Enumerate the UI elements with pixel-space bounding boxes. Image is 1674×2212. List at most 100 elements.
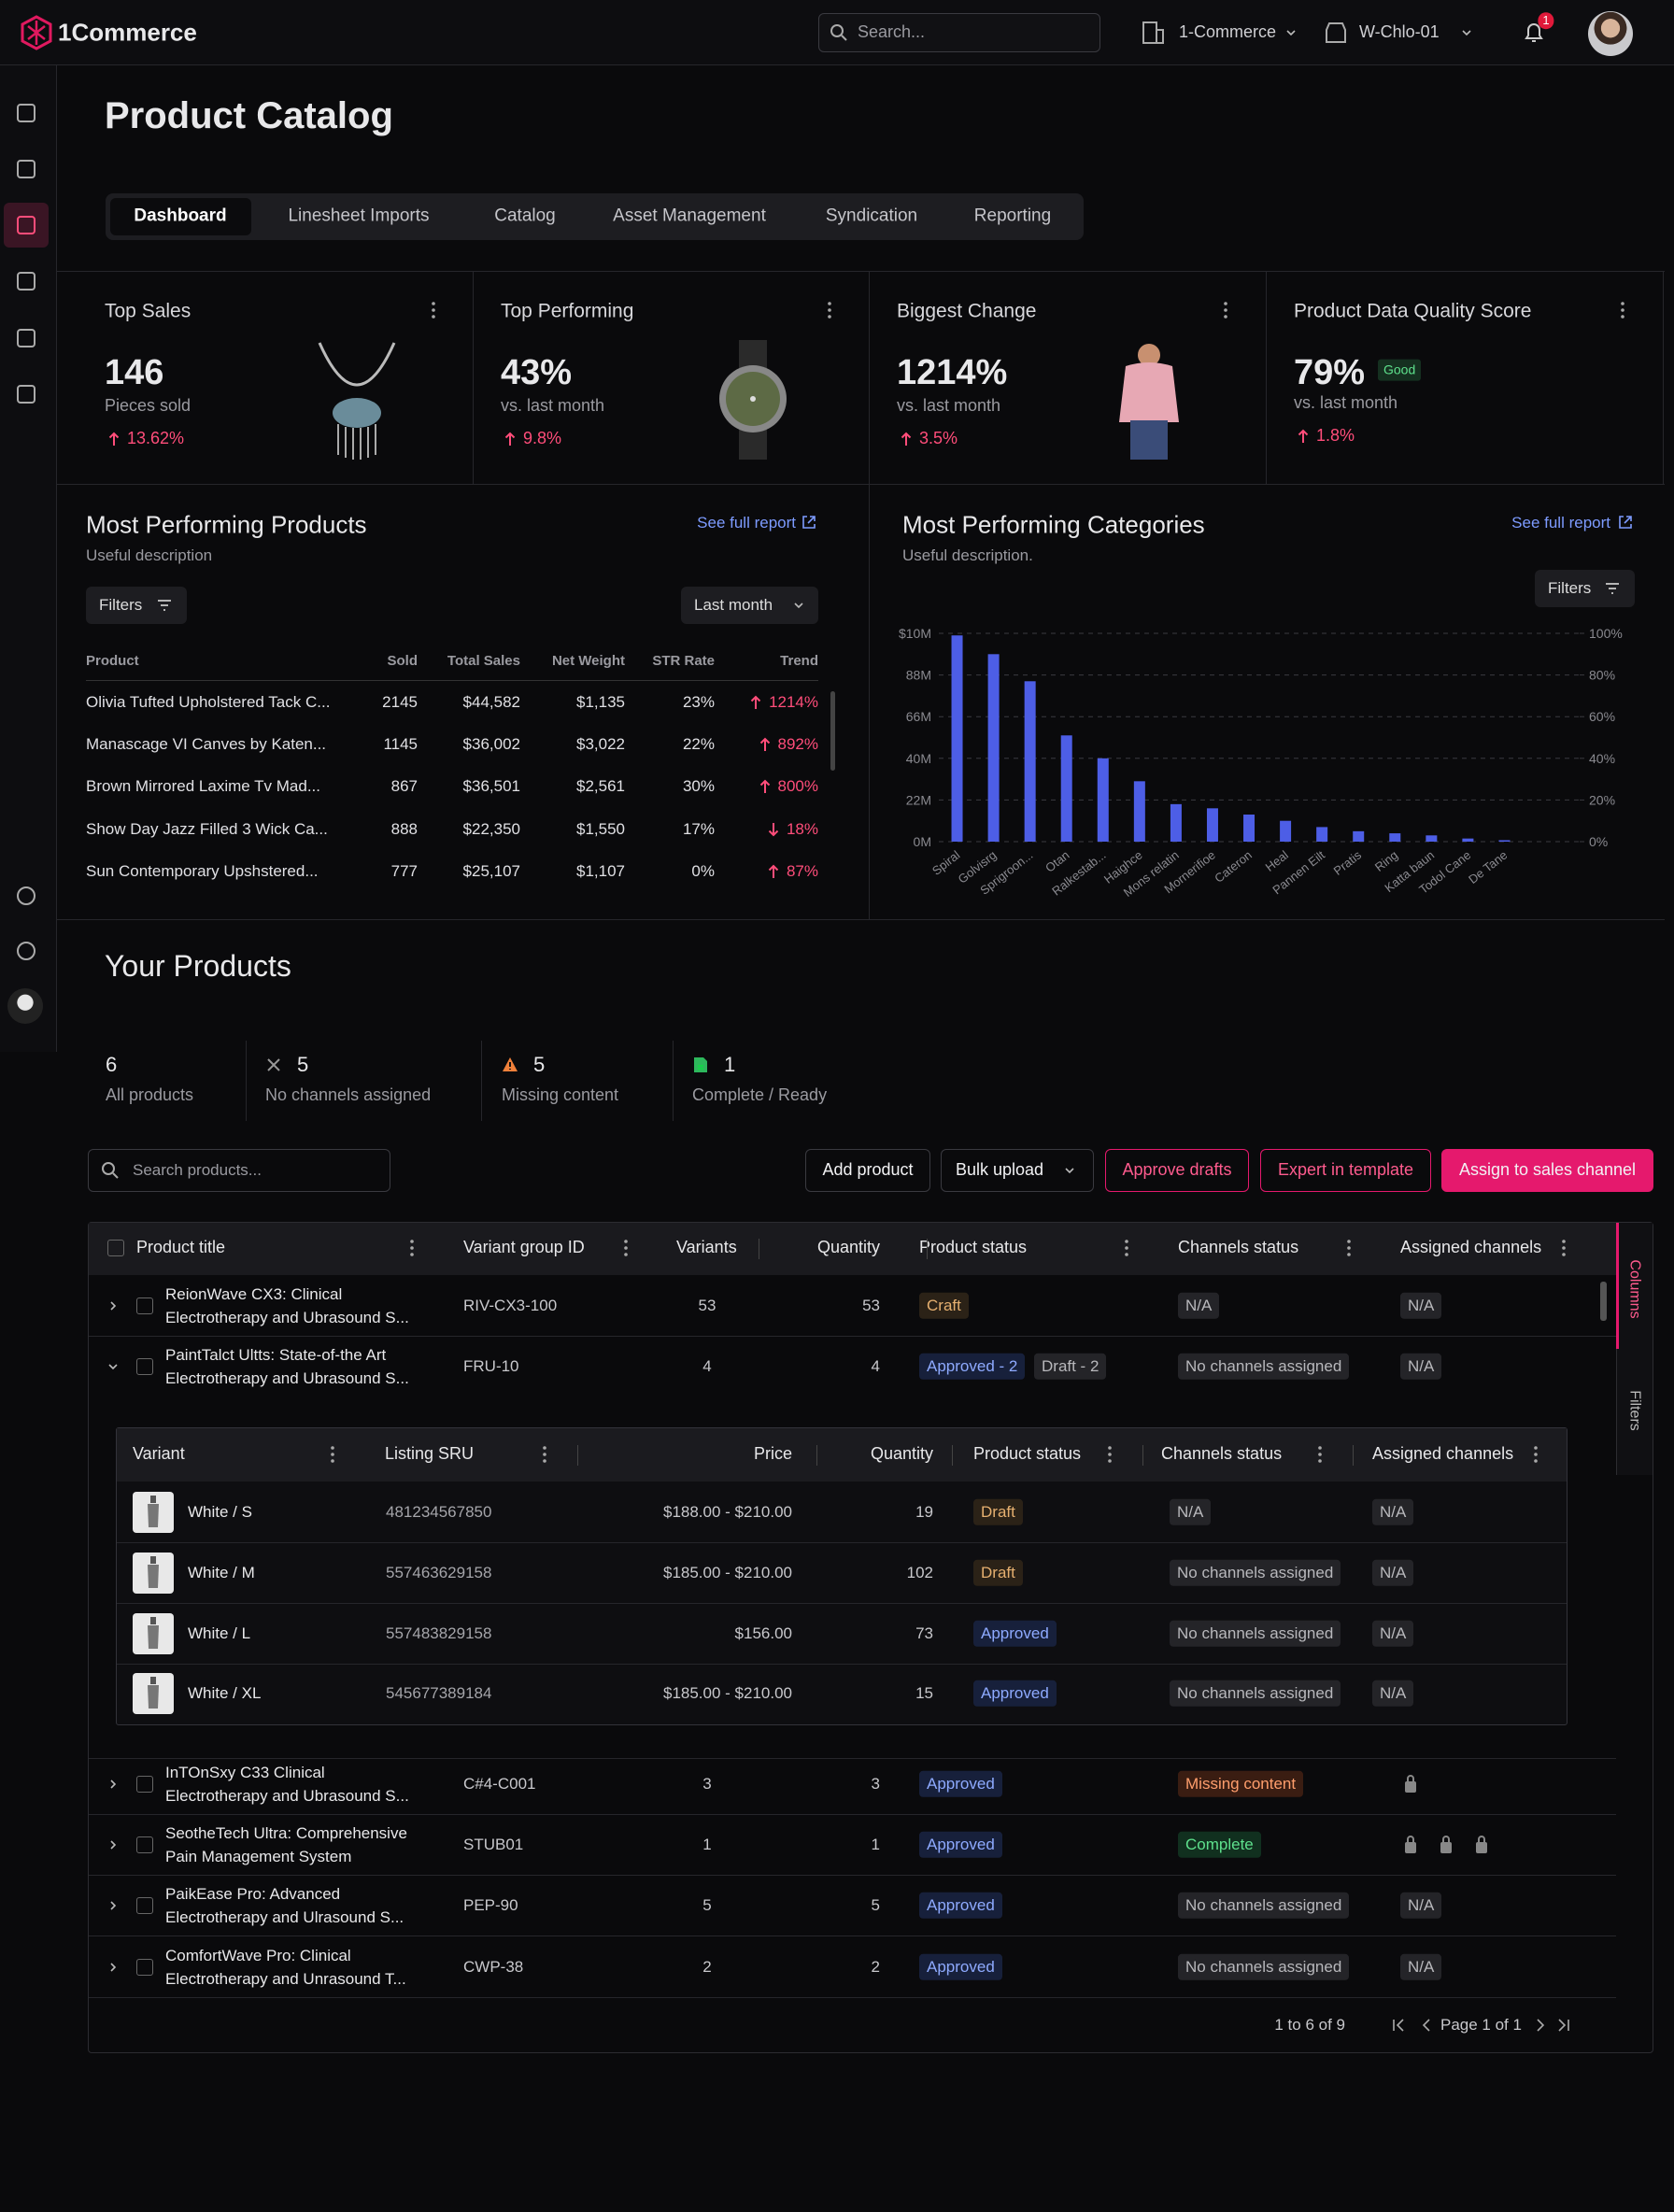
kpi-value: 43%	[501, 353, 573, 393]
toolbar-button[interactable]	[1260, 1149, 1431, 1192]
assigned-badge: N/A	[1372, 1559, 1414, 1587]
period-select[interactable]	[681, 587, 818, 624]
nav-icon[interactable]	[15, 885, 37, 907]
variant-column-header: Product status	[973, 1444, 1082, 1464]
nav-icon[interactable]	[15, 102, 37, 124]
expand-chevron[interactable]	[108, 1301, 118, 1311]
expand-chevron[interactable]	[1462, 28, 1471, 37]
kpi-title: Biggest Change	[897, 300, 1037, 322]
channel-badge: No channels assigned	[1178, 1953, 1350, 1981]
checkbox[interactable]	[136, 1776, 153, 1793]
nav-icon[interactable]	[15, 158, 37, 180]
header-rule	[86, 680, 818, 681]
kebab-icon[interactable]	[1347, 1240, 1351, 1256]
product-title: PaintTalct Ultts: State-of-the Art	[165, 1345, 387, 1364]
tab[interactable]: Dashboard	[134, 206, 227, 226]
side-tab[interactable]: Filters	[1626, 1390, 1643, 1431]
report-link[interactable]: See full report	[1511, 513, 1610, 532]
tab[interactable]: Reporting	[973, 206, 1052, 226]
toolbar-button[interactable]	[1441, 1149, 1653, 1192]
sidebar-avatar[interactable]	[7, 988, 43, 1024]
quantity: 53	[862, 1296, 880, 1314]
filters-button[interactable]	[1535, 570, 1635, 607]
expand-chevron[interactable]	[108, 1840, 118, 1850]
toolbar-button[interactable]	[941, 1149, 1094, 1192]
product-search[interactable]	[88, 1149, 390, 1192]
tab[interactable]: Asset Management	[613, 206, 766, 226]
nav-icon[interactable]	[15, 270, 37, 292]
side-tab[interactable]: Columns	[1626, 1259, 1643, 1319]
filters-button[interactable]	[86, 587, 187, 624]
assigned-badge: N/A	[1400, 1292, 1442, 1320]
kebab-icon[interactable]	[624, 1240, 628, 1256]
nav-icon[interactable]	[15, 383, 37, 405]
kebab-icon[interactable]	[1621, 302, 1624, 319]
group-id: PEP-90	[463, 1895, 518, 1914]
notification-badge: 1	[1538, 12, 1554, 29]
expand-chevron[interactable]	[108, 1780, 118, 1789]
expand-chevron[interactable]	[108, 1901, 118, 1910]
icon-shape	[1558, 2019, 1569, 2032]
prev-page[interactable]	[1420, 2019, 1433, 2032]
kebab-icon[interactable]	[543, 1446, 546, 1463]
icon-shape	[1224, 302, 1227, 305]
icon-shape	[17, 942, 35, 960]
kebab-icon[interactable]	[828, 302, 831, 319]
last-page[interactable]	[1557, 2019, 1570, 2032]
user-avatar[interactable]	[1588, 11, 1633, 56]
thumb-shape	[148, 1677, 159, 1709]
nav-icon[interactable]	[15, 940, 37, 962]
product-name: Show Day Jazz Filled 3 Wick Ca...	[86, 819, 328, 838]
product-title: Electrotherapy and Unrasound T...	[165, 1969, 406, 1988]
checkbox[interactable]	[107, 1240, 124, 1256]
search-box[interactable]	[818, 13, 1100, 52]
checkbox[interactable]	[136, 1358, 153, 1375]
category-chart: 0M22M40M66M88M$10M0%20%40%60%80%100%Spir…	[899, 626, 1623, 900]
icon-shape	[331, 1446, 334, 1450]
icon-shape	[794, 603, 803, 609]
kebab-icon[interactable]	[331, 1446, 334, 1463]
kebab-icon[interactable]	[1534, 1446, 1538, 1463]
kebab-icon[interactable]	[1318, 1446, 1322, 1463]
checkbox[interactable]	[136, 1959, 153, 1976]
kebab-icon[interactable]	[1125, 1240, 1128, 1256]
expand-chevron[interactable]	[108, 1963, 118, 1972]
table-cell: $36,002	[462, 734, 520, 753]
kebab-icon[interactable]	[432, 302, 435, 319]
bell-icon[interactable]	[1523, 21, 1545, 45]
report-link[interactable]: See full report	[697, 513, 796, 532]
kpi-sub: Pieces sold	[105, 396, 192, 416]
kebab-icon[interactable]	[1562, 1240, 1566, 1256]
first-page[interactable]	[1392, 2019, 1405, 2032]
tab[interactable]: Syndication	[825, 206, 918, 226]
icon-shape	[110, 1840, 117, 1850]
expand-chevron[interactable]	[794, 601, 803, 610]
x-tick-label: Otan	[1043, 848, 1071, 875]
column-header: Product title	[136, 1238, 226, 1257]
kebab-icon[interactable]	[1224, 302, 1227, 319]
org-name[interactable]: 1-Commerce	[1179, 22, 1277, 42]
store-name[interactable]: W-Chlo-01	[1359, 22, 1440, 42]
icon-shape	[1462, 30, 1471, 36]
expand-chevron[interactable]	[1065, 1166, 1074, 1175]
x-tick-label: De Tane	[1466, 848, 1510, 886]
toolbar-button[interactable]	[805, 1149, 930, 1192]
expand-chevron[interactable]	[108, 1362, 118, 1371]
tab[interactable]: Catalog	[494, 206, 556, 226]
icon-shape	[1347, 1246, 1351, 1250]
next-page[interactable]	[1534, 2019, 1547, 2032]
nav-icon[interactable]	[15, 214, 37, 236]
toolbar-button[interactable]	[1105, 1149, 1249, 1192]
icon-shape	[1621, 308, 1624, 312]
icon-shape	[17, 385, 35, 404]
kebab-icon[interactable]	[1108, 1446, 1112, 1463]
kebab-icon[interactable]	[410, 1240, 414, 1256]
checkbox[interactable]	[136, 1836, 153, 1853]
checkbox[interactable]	[136, 1297, 153, 1314]
expand-chevron[interactable]	[1286, 28, 1296, 37]
tab-bar	[106, 193, 1084, 240]
checkbox[interactable]	[136, 1897, 153, 1914]
variant-count: 3	[702, 1774, 712, 1793]
tab[interactable]: Linesheet Imports	[288, 206, 430, 226]
nav-icon[interactable]	[15, 327, 37, 349]
